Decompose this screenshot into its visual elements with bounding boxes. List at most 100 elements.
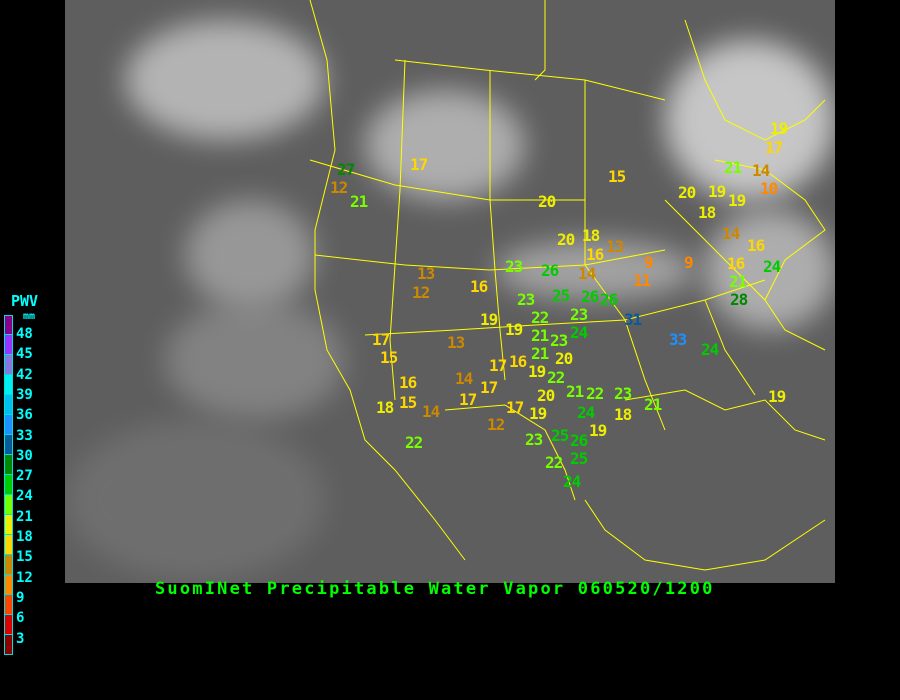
station-pwv-value: 22: [586, 384, 604, 403]
station-pwv-value: 14: [752, 161, 770, 180]
station-pwv-value: 26: [581, 287, 599, 306]
color-swatch: [4, 355, 13, 375]
station-pwv-value: 26: [600, 290, 618, 309]
station-pwv-value: 24: [763, 257, 781, 276]
station-pwv-value: 26: [570, 431, 588, 450]
station-pwv-value: 21: [729, 272, 747, 291]
station-pwv-value: 23: [570, 305, 588, 324]
station-pwv-value: 25: [551, 426, 569, 445]
station-pwv-value: 19: [528, 362, 546, 381]
station-pwv-value: 15: [380, 348, 398, 367]
legend-tick-label: 30: [16, 447, 33, 464]
station-pwv-value: 10: [760, 179, 778, 198]
station-pwv-value: 20: [678, 183, 696, 202]
color-swatch: [4, 535, 13, 555]
station-pwv-value: 22: [547, 368, 565, 387]
station-pwv-value: 21: [531, 344, 549, 363]
station-pwv-value: 21: [644, 395, 662, 414]
legend-tick-label: 15: [16, 549, 33, 566]
station-pwv-value: 14: [578, 264, 596, 283]
station-pwv-value: 19: [770, 119, 788, 138]
cloud: [665, 40, 835, 200]
station-pwv-value: 14: [422, 402, 440, 421]
legend-unit: mm: [23, 311, 36, 322]
color-swatch: [4, 575, 13, 595]
station-pwv-value: 12: [412, 283, 430, 302]
legend-tick-label: 21: [16, 508, 33, 525]
station-pwv-value: 27: [337, 160, 355, 179]
station-pwv-value: 24: [570, 323, 588, 342]
station-pwv-value: 9: [684, 253, 694, 272]
legend-tick-label: 9: [16, 589, 25, 606]
legend-tick-label: 45: [16, 346, 33, 363]
station-pwv-value: 14: [722, 224, 740, 243]
color-swatch: [4, 615, 13, 635]
station-pwv-value: 23: [505, 257, 523, 276]
station-pwv-value: 19: [480, 310, 498, 329]
color-swatch: [4, 595, 13, 615]
station-pwv-value: 22: [405, 433, 423, 452]
color-swatch: [4, 415, 13, 435]
station-pwv-value: 23: [550, 331, 568, 350]
station-pwv-value: 11: [633, 271, 651, 290]
state-borders: [309, 0, 826, 571]
station-pwv-value: 18: [614, 405, 632, 424]
station-pwv-value: 19: [768, 387, 786, 406]
station-pwv-value: 13: [606, 237, 624, 256]
station-pwv-value: 13: [417, 264, 435, 283]
station-pwv-value: 19: [589, 421, 607, 440]
legend-tick-label: 42: [16, 366, 33, 383]
station-pwv-value: 16: [509, 352, 527, 371]
station-pwv-value: 18: [582, 226, 600, 245]
color-swatch: [4, 455, 13, 475]
station-pwv-value: 22: [545, 453, 563, 472]
station-pwv-value: 12: [487, 415, 505, 434]
cloud: [365, 90, 525, 200]
station-pwv-value: 26: [541, 261, 559, 280]
station-pwv-value: 25: [570, 449, 588, 468]
station-pwv-value: 16: [747, 236, 765, 255]
station-pwv-value: 24: [701, 340, 719, 359]
legend-tick-label: 6: [16, 610, 25, 627]
station-pwv-value: 17: [765, 138, 783, 157]
legend-tick-label: 18: [16, 529, 33, 545]
legend-tick-label: 3: [16, 630, 25, 647]
station-pwv-value: 28: [730, 290, 748, 309]
station-pwv-value: 24: [577, 403, 595, 422]
legend-title: PWV: [11, 292, 39, 310]
legend-tick-label: 24: [16, 488, 33, 505]
color-swatch: [4, 435, 13, 455]
station-pwv-value: 17: [506, 398, 524, 417]
station-pwv-value: 17: [410, 155, 428, 174]
cloud: [165, 300, 345, 420]
station-pwv-value: 21: [531, 326, 549, 345]
station-pwv-value: 21: [724, 158, 742, 177]
station-pwv-value: 13: [447, 333, 465, 352]
station-pwv-value: 20: [555, 349, 573, 368]
cloud: [125, 20, 325, 140]
legend-tick-label: 36: [16, 407, 33, 424]
cloud: [185, 200, 315, 310]
color-swatch: [4, 515, 13, 535]
color-scale: [4, 315, 13, 655]
legend-tick-label: 33: [16, 427, 33, 444]
station-pwv-value: 18: [698, 203, 716, 222]
color-swatch: [4, 475, 13, 495]
cloud: [65, 420, 325, 580]
color-swatch: [4, 395, 13, 415]
station-pwv-value: 12: [330, 178, 348, 197]
station-pwv-value: 16: [727, 254, 745, 273]
satellite-map: [65, 0, 835, 583]
station-pwv-value: 23: [525, 430, 543, 449]
color-swatch: [4, 315, 13, 335]
color-swatch: [4, 495, 13, 515]
station-pwv-value: 19: [708, 182, 726, 201]
station-pwv-value: 33: [669, 330, 687, 349]
station-pwv-value: 19: [529, 404, 547, 423]
map-title: SuomINet Precipitable Water Vapor 060520…: [155, 579, 715, 599]
color-swatch: [4, 335, 13, 355]
station-pwv-value: 22: [531, 308, 549, 327]
station-pwv-value: 16: [586, 245, 604, 264]
station-pwv-value: 9: [644, 253, 654, 272]
